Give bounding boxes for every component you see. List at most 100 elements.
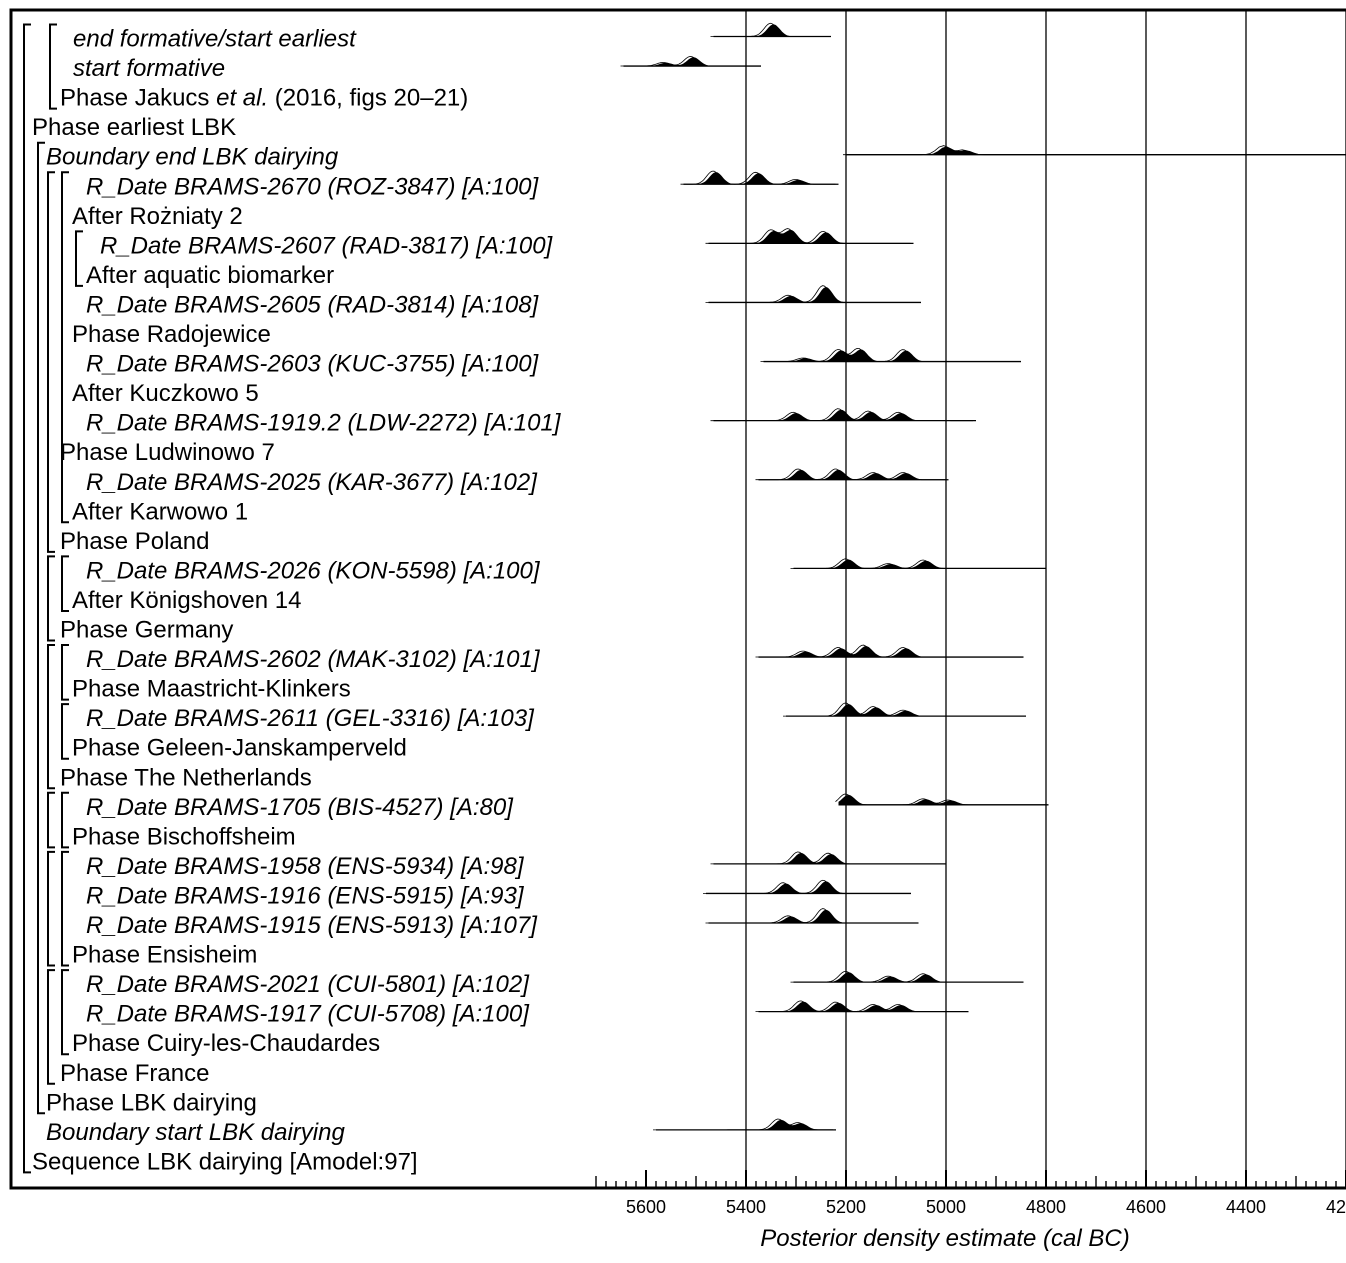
posterior-density xyxy=(758,469,949,480)
phase-bracket xyxy=(47,791,55,849)
prior-outline xyxy=(710,408,973,422)
row-label: R_Date BRAMS-1915 (ENS-5913) [A:107] xyxy=(86,912,538,939)
posterior-density xyxy=(758,1001,969,1012)
x-axis-title: Posterior density estimate (cal BC) xyxy=(760,1225,1129,1252)
row-label: R_Date BRAMS-1916 (ENS-5915) [A:93] xyxy=(86,882,525,909)
distributions xyxy=(620,22,1346,1131)
row-label: R_Date BRAMS-2025 (KAR-3677) [A:102] xyxy=(86,469,538,496)
posterior-density xyxy=(838,794,1049,805)
prior-outline xyxy=(755,468,946,481)
phase-bracket xyxy=(47,555,55,642)
row-label: Phase LBK dairying xyxy=(46,1089,257,1116)
phase-bracket xyxy=(47,969,55,1085)
phase-bracket xyxy=(61,703,69,760)
row-label: Phase France xyxy=(60,1060,209,1087)
row-label: Phase Jakucs et al. (2016, figs 20–21) xyxy=(60,85,468,112)
row-label: Phase Cuiry-les-Chaudardes xyxy=(72,1030,380,1057)
phase-bracket xyxy=(37,141,45,1115)
posterior-density xyxy=(786,704,1026,717)
tick-label: 4800 xyxy=(1026,1197,1066,1217)
prior-outline xyxy=(710,851,943,865)
prior-outline xyxy=(710,22,828,37)
row-label: Phase Ensisheim xyxy=(72,942,257,969)
row-label: Boundary start LBK dairying xyxy=(46,1119,345,1146)
prior-outline xyxy=(703,879,908,894)
row-label: R_Date BRAMS-2605 (RAD-3814) [A:108] xyxy=(86,291,540,318)
row-label: Phase Poland xyxy=(60,528,209,555)
prior-outline xyxy=(835,793,1046,806)
row-label: Boundary end LBK dairying xyxy=(46,144,339,171)
prior-outline xyxy=(843,145,1346,156)
row-label: Phase Geleen-Janskamperveld xyxy=(72,735,407,762)
posterior-density xyxy=(623,57,761,67)
posterior-density xyxy=(708,287,921,303)
phase-bracket xyxy=(49,23,57,110)
prior-outline xyxy=(790,970,1021,983)
x-axis: 5600 5400 5200 5000 4800 4600 4400 4200 xyxy=(595,1170,1346,1217)
row-label: After Kuczkowo 5 xyxy=(72,380,259,407)
row-label: R_Date BRAMS-2607 (RAD-3817) [A:100] xyxy=(100,232,554,259)
posterior-density xyxy=(683,172,839,185)
posterior-density xyxy=(708,909,919,923)
posterior-density xyxy=(656,1119,836,1130)
row-label: end formative/start earliest xyxy=(73,26,357,53)
posterior-density xyxy=(763,349,1021,362)
tick-label: 4600 xyxy=(1126,1197,1166,1217)
prior-outline xyxy=(783,702,1023,717)
row-label: Sequence LBK dairying [Amodel:97] xyxy=(32,1148,418,1175)
tick-label: 5400 xyxy=(726,1197,766,1217)
posterior-density xyxy=(846,146,1346,155)
phase-bracket xyxy=(61,555,69,612)
row-label: R_Date BRAMS-1917 (CUI-5708) [A:100] xyxy=(86,1001,530,1028)
row-label: R_Date BRAMS-1919.2 (LDW-2272) [A:101] xyxy=(86,410,562,437)
tick-label: 4400 xyxy=(1226,1197,1266,1217)
hierarchy-brackets xyxy=(23,23,83,1174)
row-label: Phase Radojewice xyxy=(72,321,271,348)
row-label: After Rożniaty 2 xyxy=(72,203,243,230)
phase-bracket xyxy=(75,230,83,287)
posterior-density xyxy=(713,852,946,864)
row-label: Phase Bischoffsheim xyxy=(72,823,296,850)
row-label: R_Date BRAMS-2026 (KON-5598) [A:100] xyxy=(86,557,541,584)
prior-outline xyxy=(620,56,758,67)
prior-outline xyxy=(755,644,1021,658)
plot-frame xyxy=(9,8,1346,1190)
prior-outline xyxy=(653,1118,833,1131)
tick-label: 4200 xyxy=(1326,1197,1346,1217)
posterior-density xyxy=(706,881,911,894)
row-label: R_Date BRAMS-2670 (ROZ-3847) [A:100] xyxy=(86,173,540,200)
tick-label: 5000 xyxy=(926,1197,966,1217)
phase-bracket xyxy=(47,644,55,790)
posterior-density xyxy=(713,24,831,37)
prior-outline xyxy=(790,558,1043,569)
phase-bracket xyxy=(47,850,55,967)
row-label: After Karwowo 1 xyxy=(72,498,248,525)
phase-bracket xyxy=(61,969,69,1056)
row-label: R_Date BRAMS-1705 (BIS-4527) [A:80] xyxy=(86,794,514,821)
row-label: R_Date BRAMS-2603 (KUC-3755) [A:100] xyxy=(86,351,540,378)
row-label: Phase Maastricht-Klinkers xyxy=(72,676,351,703)
posterior-density xyxy=(793,972,1024,983)
prior-outline xyxy=(760,347,1018,362)
tick-label: 5200 xyxy=(826,1197,866,1217)
phase-bracket xyxy=(47,171,55,553)
row-label: Phase Ludwinowo 7 xyxy=(60,439,275,466)
row-label: Phase earliest LBK xyxy=(32,114,236,141)
posterior-density xyxy=(713,409,976,421)
row-label: After Königshoven 14 xyxy=(72,587,302,614)
gridlines xyxy=(745,10,1346,1188)
phase-bracket xyxy=(61,850,69,967)
phase-bracket xyxy=(61,791,69,849)
row-label: R_Date BRAMS-2611 (GEL-3316) [A:103] xyxy=(86,705,535,732)
row-label: Phase The Netherlands xyxy=(60,764,312,791)
row-label: R_Date BRAMS-2602 (MAK-3102) [A:101] xyxy=(86,646,541,673)
phase-bracket xyxy=(61,644,69,701)
phase-bracket xyxy=(61,171,69,524)
prior-outline xyxy=(755,1000,966,1012)
row-label: R_Date BRAMS-2021 (CUI-5801) [A:102] xyxy=(86,971,530,998)
tick-label: 5600 xyxy=(626,1197,666,1217)
prior-outline xyxy=(705,285,918,303)
row-label: R_Date BRAMS-1958 (ENS-5934) [A:98] xyxy=(86,853,525,880)
